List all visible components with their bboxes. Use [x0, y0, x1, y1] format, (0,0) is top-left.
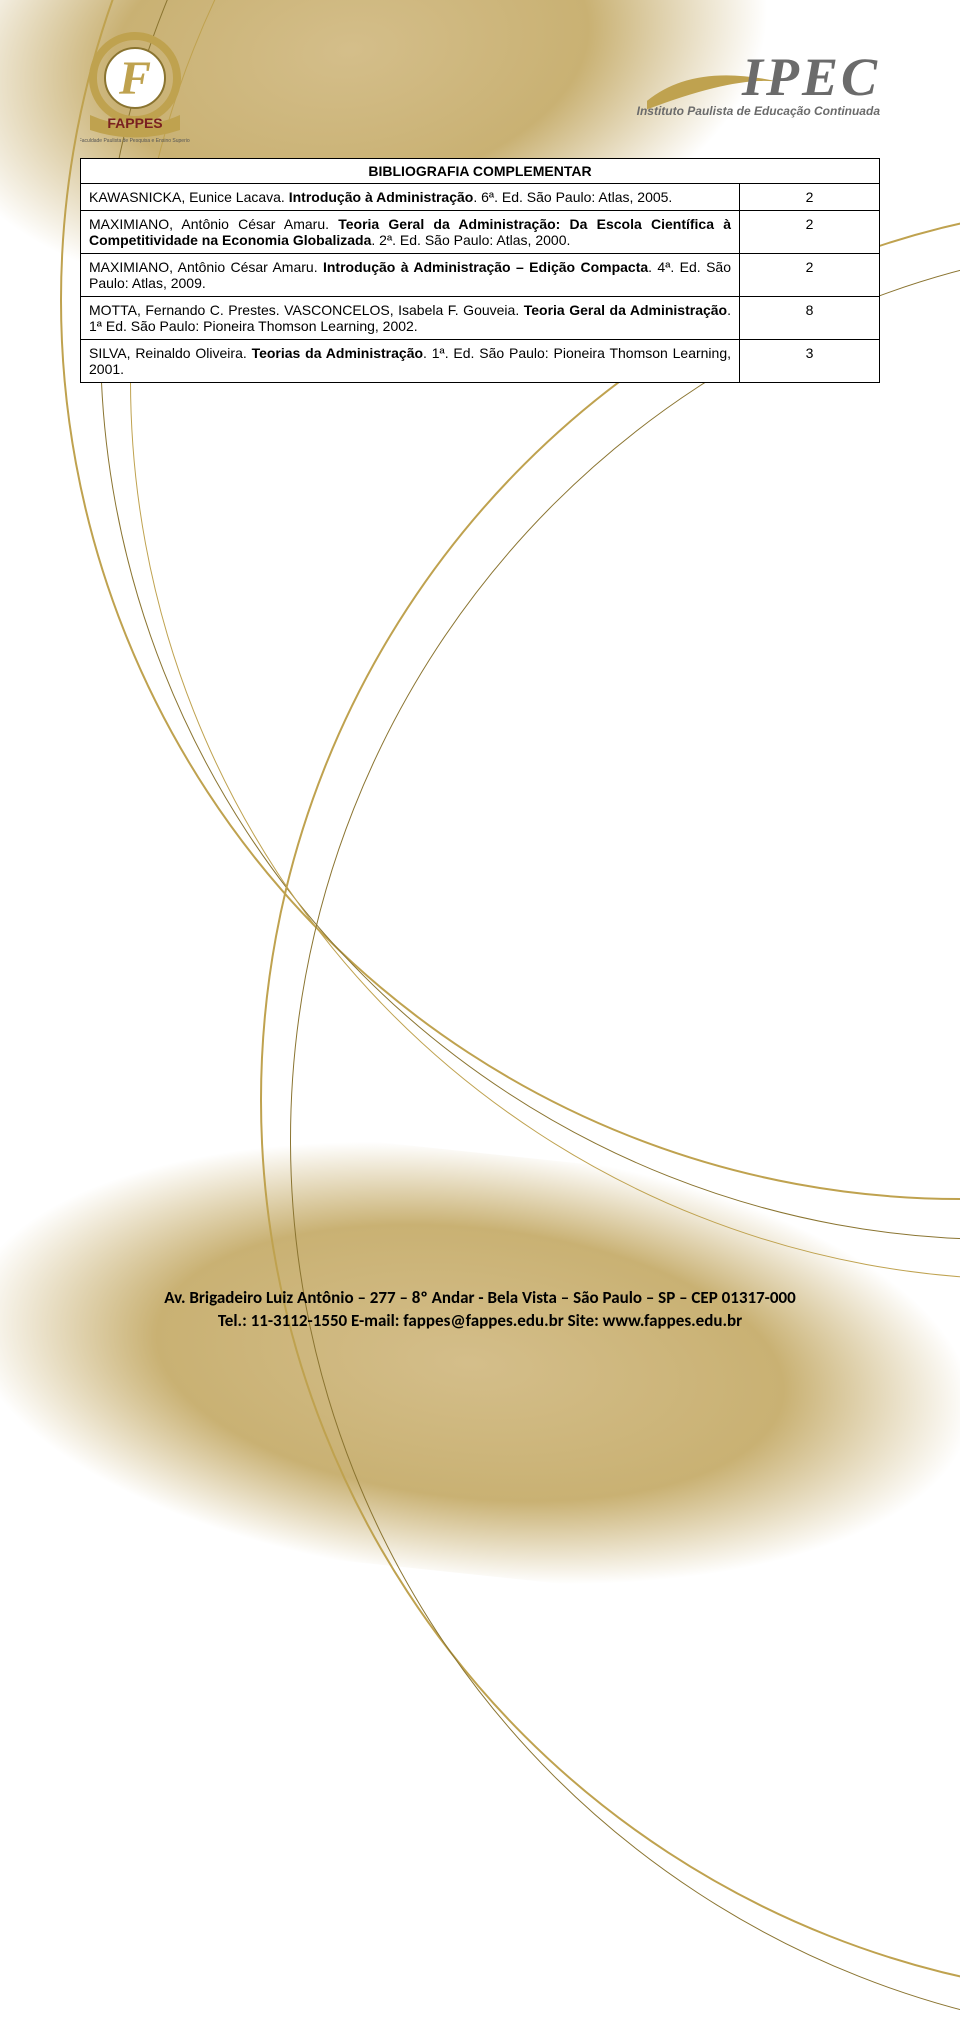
quantity-cell: 2 [740, 184, 880, 211]
table-row: MAXIMIANO, Antônio César Amaru. Introduç… [81, 254, 880, 297]
svg-text:FAPPES: FAPPES [107, 115, 162, 131]
svg-text:Faculdade Paulista de Pesquisa: Faculdade Paulista de Pesquisa e Ensino … [80, 138, 190, 144]
quantity-cell: 2 [740, 211, 880, 254]
content-area: F FAPPES Faculdade Paulista de Pesquisa … [0, 0, 960, 383]
ipec-logo: IPEC Instituto Paulista de Educação Cont… [637, 30, 880, 118]
svg-text:F: F [118, 52, 151, 105]
footer-address: Av. Brigadeiro Luiz Antônio – 277 – 8º A… [0, 1287, 960, 1310]
quantity-cell: 2 [740, 254, 880, 297]
ipec-name: IPEC [637, 50, 880, 104]
reference-cell: MOTTA, Fernando C. Prestes. VASCONCELOS,… [81, 297, 740, 340]
page: F FAPPES Faculdade Paulista de Pesquisa … [0, 0, 960, 1393]
footer-contact: Tel.: 11-3112-1550 E-mail: fappes@fappes… [0, 1310, 960, 1333]
fappes-logo: F FAPPES Faculdade Paulista de Pesquisa … [80, 30, 190, 145]
table-row: MOTTA, Fernando C. Prestes. VASCONCELOS,… [81, 297, 880, 340]
table-row: MAXIMIANO, Antônio César Amaru. Teoria G… [81, 211, 880, 254]
ipec-tagline: Instituto Paulista de Educação Continuad… [637, 104, 880, 118]
bibliography-table: BIBLIOGRAFIA COMPLEMENTAR KAWASNICKA, Eu… [80, 158, 880, 383]
table-row: KAWASNICKA, Eunice Lacava. Introdução à … [81, 184, 880, 211]
quantity-cell: 3 [740, 340, 880, 383]
header: F FAPPES Faculdade Paulista de Pesquisa … [80, 30, 880, 150]
reference-cell: SILVA, Reinaldo Oliveira. Teorias da Adm… [81, 340, 740, 383]
footer: Av. Brigadeiro Luiz Antônio – 277 – 8º A… [0, 1287, 960, 1333]
table-header: BIBLIOGRAFIA COMPLEMENTAR [81, 159, 880, 184]
reference-cell: MAXIMIANO, Antônio César Amaru. Teoria G… [81, 211, 740, 254]
quantity-cell: 8 [740, 297, 880, 340]
reference-cell: KAWASNICKA, Eunice Lacava. Introdução à … [81, 184, 740, 211]
table-row: SILVA, Reinaldo Oliveira. Teorias da Adm… [81, 340, 880, 383]
reference-cell: MAXIMIANO, Antônio César Amaru. Introduç… [81, 254, 740, 297]
fappes-badge-icon: F FAPPES Faculdade Paulista de Pesquisa … [80, 30, 190, 145]
